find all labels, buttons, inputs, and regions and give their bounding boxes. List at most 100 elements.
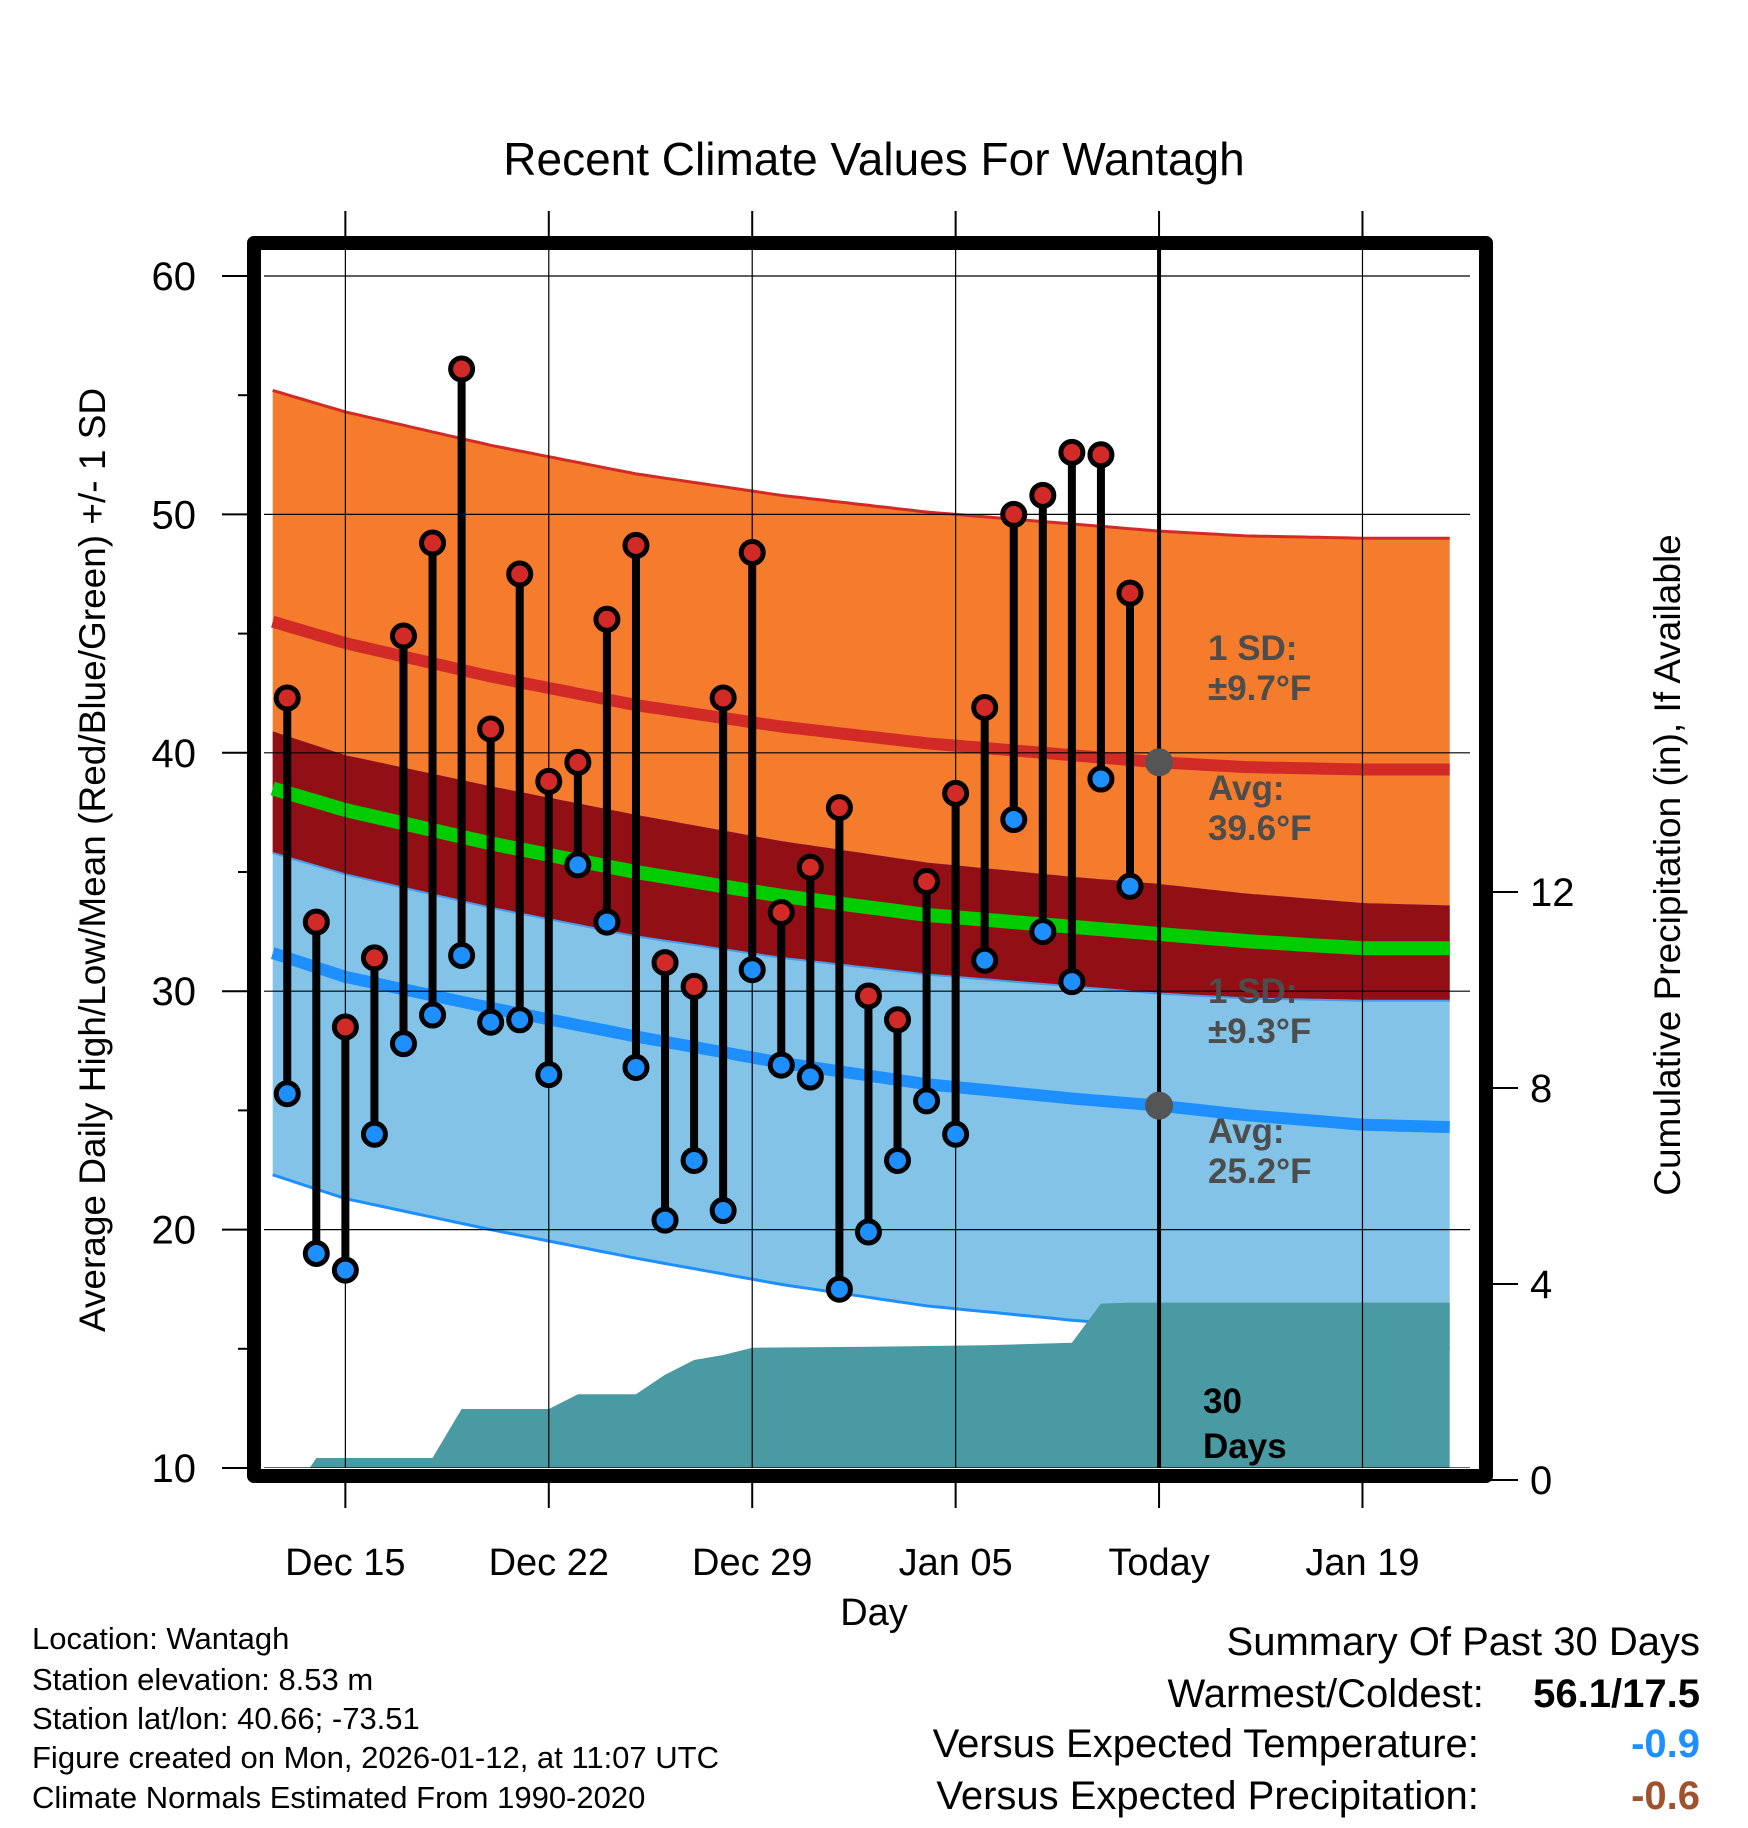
daily-high-point <box>506 560 534 588</box>
x-tick-label: Dec 15 <box>285 1542 405 1584</box>
daily-low-point <box>651 1206 679 1234</box>
daily-high-point <box>884 1006 912 1034</box>
x-tick-label: Jan 05 <box>899 1542 1013 1584</box>
elevation-text: Station elevation: 8.53 m <box>32 1662 374 1697</box>
daily-high-point <box>1058 438 1086 466</box>
y-right-tick-label: 12 <box>1530 871 1575 915</box>
daily-low-point <box>302 1239 330 1267</box>
y-axis-label-left: Average Daily High/Low/Mean (Red/Blue/Gr… <box>72 388 113 1332</box>
high-avg-line <box>271 615 1450 776</box>
daily-high-point <box>738 539 766 567</box>
daily-high-point <box>1087 441 1115 469</box>
summary-precip: Versus Expected Precipitation: -0.6 <box>936 1774 1700 1819</box>
y-axis-label-right: Cumulative Precipitation (in), If Availa… <box>1647 534 1688 1196</box>
low-avg-line <box>270 947 1450 1134</box>
temp-label: Versus Expected Temperature: <box>932 1722 1479 1766</box>
y-right-tick-label: 8 <box>1530 1067 1552 1111</box>
y-left-tick-label: 60 <box>152 255 197 299</box>
daily-low-point <box>477 1008 505 1036</box>
daily-high-point <box>302 908 330 936</box>
daily-low-point <box>825 1275 853 1303</box>
normals-text: Climate Normals Estimated From 1990-2020 <box>32 1780 646 1815</box>
daily-low-point <box>331 1256 359 1284</box>
high-lower-edge <box>272 851 1450 1002</box>
y-right-tick-label: 4 <box>1530 1263 1552 1307</box>
daily-high-point <box>564 748 592 776</box>
daily-high-point <box>389 622 417 650</box>
plot-frame <box>247 236 1493 1483</box>
daily-low-point <box>767 1051 795 1079</box>
daily-low-point <box>796 1063 824 1091</box>
axes: 10 20 30 40 50 60 0 4 8 12 Dec 15 Dec 22 Dec 29 Jan 0… <box>152 211 1575 1584</box>
mean-avg-line <box>270 781 1450 956</box>
y-left-tick-label: 50 <box>152 493 197 537</box>
daily-high-point <box>709 684 737 712</box>
daily-low-point <box>506 1006 534 1034</box>
days-count: 30 <box>1203 1382 1242 1421</box>
daily-low-point <box>942 1120 970 1148</box>
temp-value: -0.9 <box>1631 1722 1700 1766</box>
daily-low-point <box>1087 765 1115 793</box>
days-word: Days <box>1203 1427 1287 1466</box>
high-sd-label: 1 SD: <box>1208 629 1297 668</box>
summary-warm-cold: Warmest/Coldest: 56.1/17.5 <box>1168 1672 1701 1717</box>
daily-high-point <box>535 767 563 795</box>
precipitation-area <box>309 1302 1450 1468</box>
today-high-avg-dot <box>1145 748 1174 777</box>
summary-heading: Summary Of Past 30 Days <box>1226 1620 1700 1664</box>
summary-temp: Versus Expected Temperature: -0.9 <box>933 1722 1700 1767</box>
location-text: Location: Wantagh <box>32 1621 290 1656</box>
created-text: Figure created on Mon, 2026-01-12, at 11… <box>32 1740 719 1775</box>
high-upper-edge <box>272 388 1450 540</box>
low-sd-label: 1 SD: <box>1208 972 1297 1011</box>
x-tick-label: Dec 22 <box>489 1542 609 1584</box>
y-left-tick-label: 10 <box>152 1447 197 1491</box>
daily-low-point <box>1058 968 1086 996</box>
y-right-tick-label: 0 <box>1530 1459 1552 1503</box>
daily-low-point <box>1029 918 1057 946</box>
precip-label: Versus Expected Precipitation: <box>936 1774 1479 1818</box>
daily-high-point <box>942 779 970 807</box>
daily-low-point <box>709 1197 737 1225</box>
precip-value: -0.6 <box>1631 1774 1700 1818</box>
daily-high-point <box>1000 500 1028 528</box>
daily-high-point <box>825 794 853 822</box>
daily-high-point <box>448 355 476 383</box>
latlon-text: Station lat/lon: 40.66; -73.51 <box>32 1701 420 1736</box>
warm-cold-value: 56.1/17.5 <box>1533 1672 1700 1716</box>
x-axis-label: Day <box>840 1592 908 1634</box>
daily-high-point <box>680 972 708 1000</box>
daily-high-point <box>767 899 795 927</box>
daily-low-point <box>535 1061 563 1089</box>
high-avg-label: Avg: <box>1208 769 1284 808</box>
daily-high-point <box>477 715 505 743</box>
daily-low-point <box>360 1120 388 1148</box>
daily-high-point <box>651 949 679 977</box>
daily-low-point <box>913 1087 941 1115</box>
y-left-tick-label: 20 <box>152 1209 197 1253</box>
daily-low-point <box>593 908 621 936</box>
daily-low-point <box>971 946 999 974</box>
daily-low-point <box>419 1001 447 1029</box>
daily-low-point <box>389 1030 417 1058</box>
plot-content <box>264 248 1470 1468</box>
daily-high-point <box>913 868 941 896</box>
daily-low-point <box>884 1146 912 1174</box>
daily-high-point <box>360 944 388 972</box>
daily-high-point <box>1029 481 1057 509</box>
low-sd-value: ±9.3°F <box>1208 1012 1311 1051</box>
x-tick-label: Jan 19 <box>1305 1542 1419 1584</box>
daily-high-point <box>854 982 882 1010</box>
daily-low-point <box>854 1218 882 1246</box>
today-low-avg-dot <box>1145 1091 1174 1120</box>
daily-low-point <box>273 1080 301 1108</box>
daily-high-point <box>331 1013 359 1041</box>
daily-high-point <box>273 684 301 712</box>
daily-low-point <box>680 1146 708 1174</box>
high-avg-value: 39.6°F <box>1208 809 1312 848</box>
daily-high-point <box>622 531 650 559</box>
chart-title: Recent Climate Values For Wantagh <box>503 133 1244 185</box>
x-tick-label: Today <box>1108 1542 1209 1584</box>
y-left-tick-label: 30 <box>152 970 197 1014</box>
